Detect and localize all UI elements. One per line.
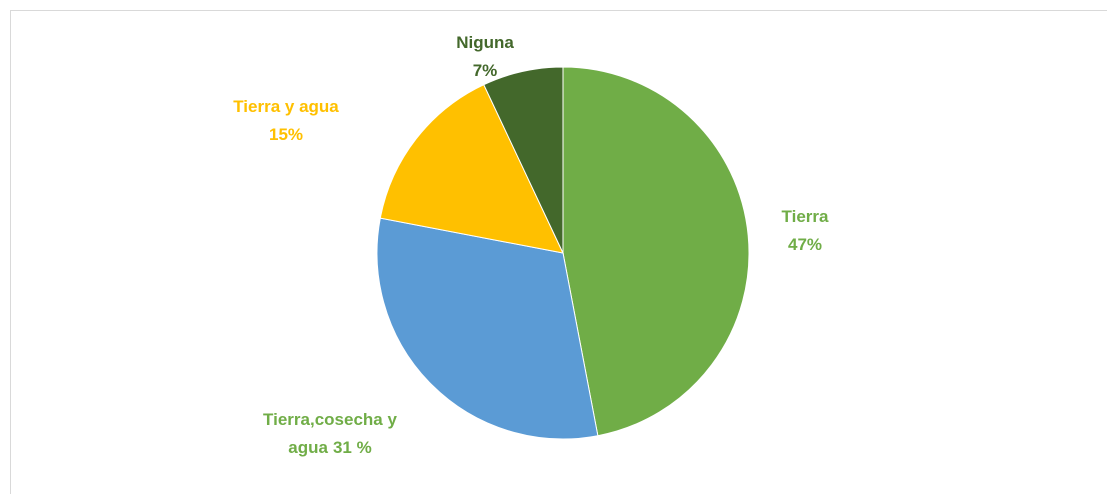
value-label: 7% bbox=[472, 61, 498, 80]
category-label: Niguna bbox=[456, 33, 514, 52]
category-label: Tierra y agua bbox=[233, 97, 339, 116]
chart-frame bbox=[10, 10, 1107, 494]
value-label: 31 % bbox=[332, 438, 372, 457]
pie-slice bbox=[562, 66, 750, 437]
pie-slice bbox=[376, 217, 599, 440]
category-label: Tierra bbox=[781, 207, 829, 226]
category-label: Tierra,cosecha y agua bbox=[263, 410, 397, 457]
value-label: 15% bbox=[268, 125, 304, 144]
pie-slice bbox=[483, 66, 564, 254]
value-label: 47% bbox=[787, 235, 823, 254]
data-label: Niguna 7% bbox=[425, 29, 545, 85]
data-label: Tierra 47% bbox=[705, 203, 905, 259]
data-label: Tierra y agua 15% bbox=[186, 93, 386, 149]
data-label: Tierra,cosecha y agua 31 % bbox=[238, 406, 423, 462]
pie-slice bbox=[379, 84, 564, 254]
